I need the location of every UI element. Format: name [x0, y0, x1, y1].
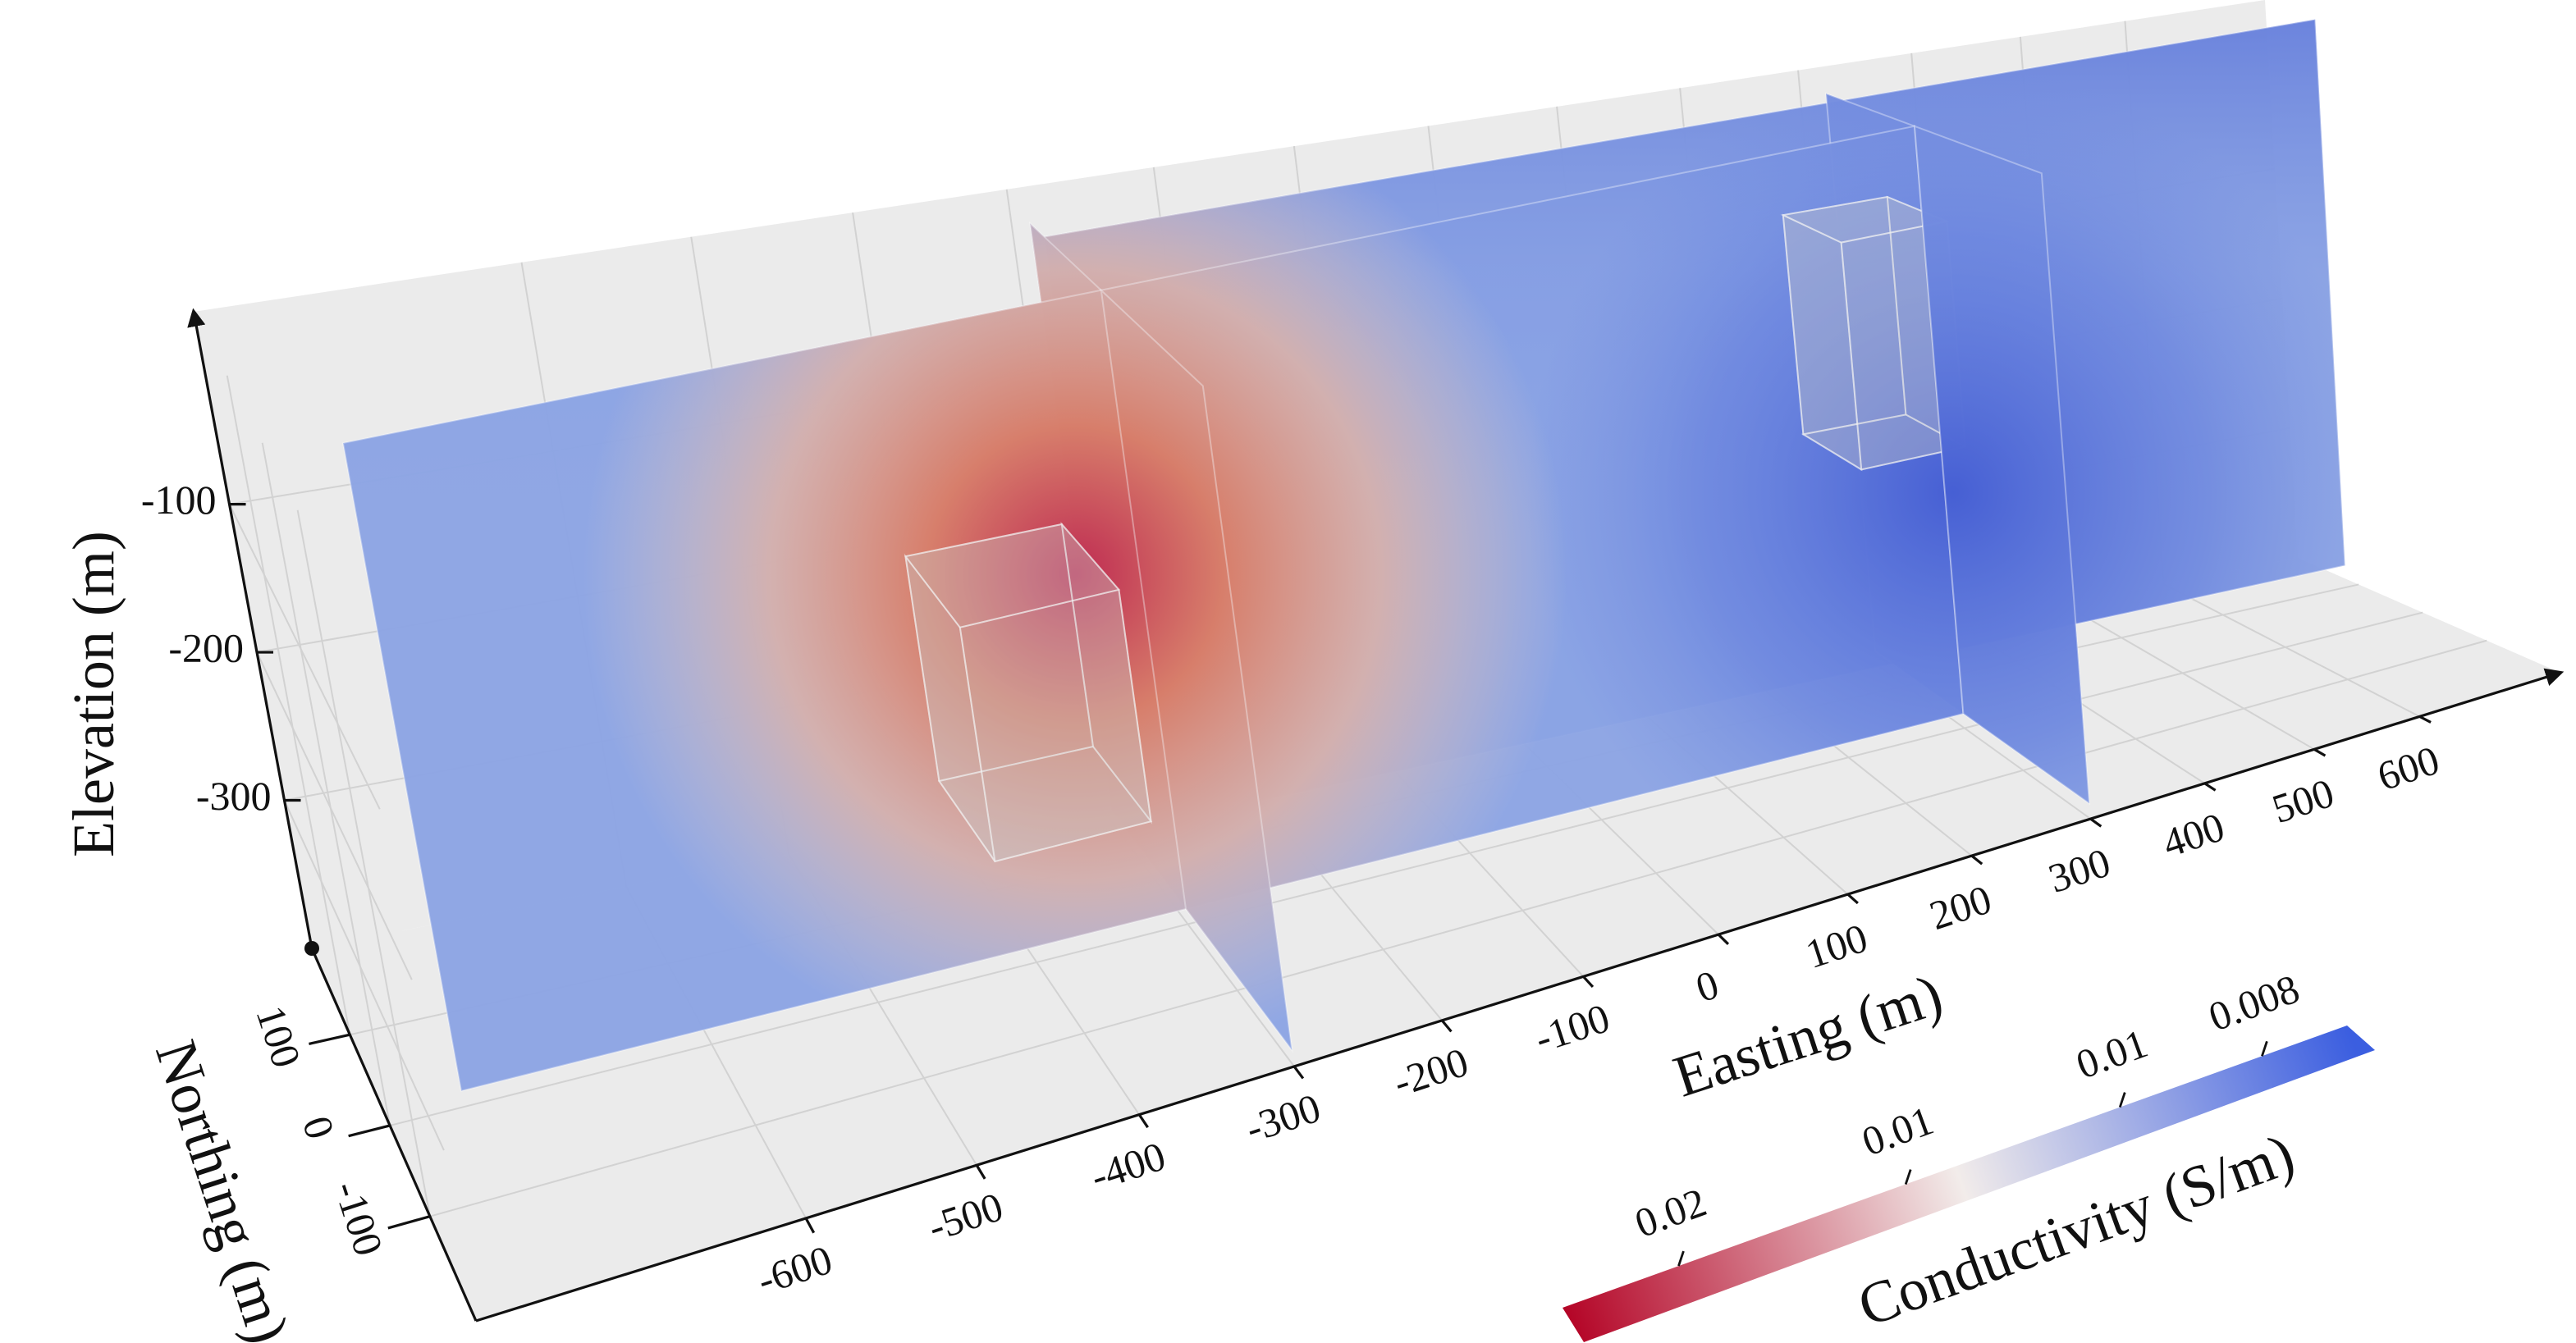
y-tick — [309, 1033, 350, 1045]
x-tick — [1440, 1019, 1453, 1033]
x-tick — [1137, 1113, 1149, 1129]
x-tick — [2203, 782, 2217, 792]
y-tick — [387, 1215, 431, 1230]
grid-line — [228, 504, 381, 810]
grid-line — [261, 442, 391, 1126]
grid-line — [429, 639, 2487, 1217]
slice-edge — [1913, 125, 2091, 806]
y-axis-title: Northing (m) — [143, 1033, 302, 1343]
grid-line — [283, 800, 445, 1151]
x-tick — [1293, 1065, 1305, 1080]
x-tick-label: 500 — [2267, 770, 2340, 832]
x-tick-label: -500 — [922, 1183, 1008, 1250]
colorbar-ramp — [1563, 1026, 2375, 1342]
colorbar-tick — [1677, 1250, 1685, 1267]
slice-shade — [1100, 290, 1293, 1051]
x-axis — [475, 668, 2565, 1322]
colorbar-tick — [1904, 1169, 1912, 1185]
x-tick — [1846, 893, 1859, 905]
colorbar-tick — [2118, 1092, 2126, 1108]
axis-plane — [312, 558, 2560, 1321]
y-tick — [348, 1124, 391, 1138]
x-tick-label: -200 — [1388, 1039, 1473, 1106]
slices — [341, 18, 2346, 1093]
grid-line — [256, 651, 413, 980]
z-axis-title: Elevation (m) — [61, 531, 126, 857]
grid-line — [296, 509, 431, 1217]
x-tick — [1582, 975, 1595, 989]
grid-line — [226, 375, 351, 1035]
x-tick-label: 600 — [2372, 737, 2445, 799]
x-tick-label: -400 — [1085, 1133, 1170, 1200]
x-tick-label: 400 — [2157, 803, 2230, 866]
x-tick — [2313, 747, 2327, 757]
x-tick-label: -600 — [752, 1236, 837, 1304]
x-tick — [1970, 854, 1983, 866]
z-tick-label: -200 — [168, 625, 244, 671]
grid-line — [2163, 583, 2420, 718]
x-tick-label: 0 — [1691, 961, 1724, 1011]
slice-edge — [1100, 288, 1293, 1053]
y-tick-label: 0 — [294, 1111, 344, 1144]
colorbar-tick — [2261, 1040, 2268, 1057]
grid-line — [389, 611, 2423, 1126]
x-tick — [2089, 817, 2102, 828]
slice-shade — [1915, 126, 2089, 804]
x-tick — [2418, 715, 2432, 724]
anomaly-box — [959, 588, 1152, 863]
colorbar-tick-label: 0.008 — [2203, 966, 2305, 1040]
x-tick — [975, 1164, 986, 1180]
y-tick-label: 100 — [247, 1000, 309, 1073]
y-axis — [310, 948, 478, 1322]
x-tick-label: 300 — [2043, 839, 2116, 902]
colorbar-tick-label: 0.01 — [2070, 1020, 2153, 1088]
x-tick-label: -300 — [1240, 1085, 1325, 1152]
axis-origin — [304, 941, 319, 956]
colorbar-tick-label: 0.01 — [1856, 1097, 1939, 1165]
z-axis — [187, 308, 313, 949]
z-tick-label: -300 — [196, 773, 272, 819]
x-tick-label: -100 — [1529, 994, 1614, 1062]
y-tick-label: -100 — [325, 1176, 392, 1261]
x-tick — [804, 1217, 816, 1234]
grid-line — [2062, 603, 2315, 751]
x-tick — [1717, 933, 1730, 945]
colorbar-tick-label: 0.02 — [1629, 1179, 1712, 1247]
x-tick-label: 100 — [1800, 915, 1874, 977]
x-tick-label: 200 — [1924, 876, 1997, 939]
z-tick-label: -100 — [141, 477, 217, 523]
